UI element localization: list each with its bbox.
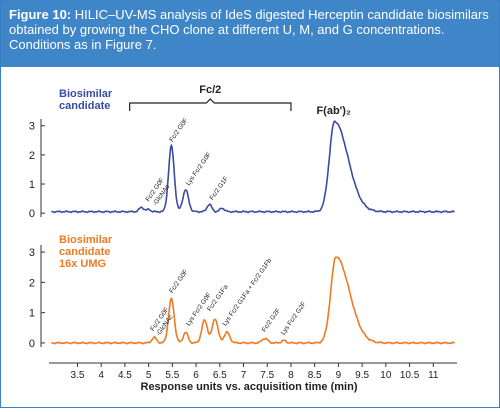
x-tick-label: 8.5 (308, 370, 322, 381)
x-tick-label: 4 (98, 370, 104, 381)
peak-label: Lys Fc/2 G2F (280, 301, 308, 337)
peak-label: Lys Fc/2 G0F (185, 151, 213, 187)
x-tick-label: 11 (428, 370, 439, 381)
peak-label: Lys Fc/2 G1Fa + Fc/2 G1Fb (221, 257, 273, 327)
y-tick-label: 2 (29, 150, 35, 162)
peak-label: Fc/2 G0F (168, 268, 189, 294)
y-tick-label: 0 (29, 338, 35, 350)
y-tick-label: 1 (29, 179, 35, 191)
x-tick-label: 6.5 (213, 370, 227, 381)
x-tick-label: 6 (193, 370, 199, 381)
x-tick-label: 8 (288, 370, 294, 381)
x-tick-label: 9.5 (355, 370, 369, 381)
series-title: candidate (59, 100, 110, 112)
peak-label: Fc/2 G2F (261, 307, 282, 333)
y-tick-label: 2 (29, 277, 35, 289)
peak-label: Fc/2 G1F (209, 175, 230, 201)
trace-line (51, 120, 455, 214)
x-tick-label: 5.5 (165, 370, 179, 381)
y-tick-label: 3 (29, 247, 35, 259)
x-tick-label: 10.5 (400, 370, 420, 381)
figure-caption: Figure 10: HILIC–UV-MS analysis of IdeS … (9, 7, 491, 52)
peak-label: Fc/2 G0F (168, 117, 189, 143)
x-tick-label: 10 (380, 370, 392, 381)
x-tick-label: 4.5 (118, 370, 132, 381)
y-tick-label: 1 (29, 308, 35, 320)
chart-area: 0 1 2 3 Biosimilar candidate Fc/2 G0F -GlcNAc Fc… (1, 67, 499, 407)
bracket-label: Fc/2 (199, 84, 221, 96)
x-tick-label: 9 (336, 370, 342, 381)
x-tick-label: 3.5 (71, 370, 85, 381)
x-tick-label: 7.5 (260, 370, 274, 381)
series-title: Biosimilar (59, 234, 113, 246)
y-tick-label: 0 (29, 208, 35, 220)
figure-caption-banner: Figure 10: HILIC–UV-MS analysis of IdeS … (1, 1, 499, 67)
x-axis-label: Response units vs. acquisition time (min… (141, 381, 358, 393)
peak-label-fab2: F(ab')₂ (316, 105, 350, 117)
x-tick-label: 5 (146, 370, 152, 381)
series-title: Biosimilar (59, 88, 113, 100)
series-title: 16x UMG (59, 258, 106, 270)
figure-label: Figure 10: (9, 7, 72, 22)
trace-line (51, 256, 455, 345)
figure-caption-text: HILIC–UV-MS analysis of IdeS digested He… (9, 7, 489, 52)
series-title: candidate (59, 246, 110, 258)
x-tick-label: 7 (241, 370, 247, 381)
y-tick-label: 3 (29, 121, 35, 133)
fc2-bracket (129, 98, 292, 111)
